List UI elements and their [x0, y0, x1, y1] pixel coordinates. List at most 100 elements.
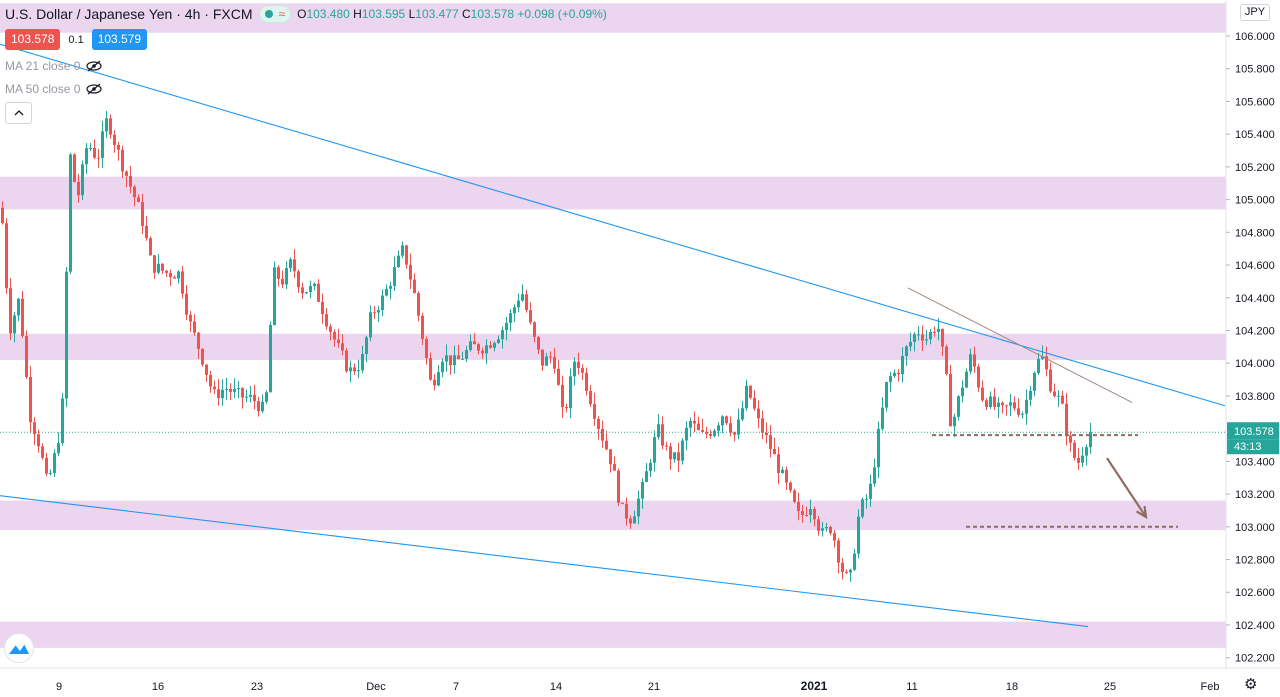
candle-body [665, 445, 668, 447]
candle [829, 525, 832, 536]
candle-body [561, 384, 564, 408]
sell-button[interactable]: 103.578 [5, 29, 61, 50]
candle-body [805, 514, 808, 516]
buy-button[interactable]: 103.579 [91, 29, 148, 50]
candle [645, 463, 648, 483]
market-open-dot-icon [264, 10, 273, 18]
hidden-eye-icon[interactable] [86, 60, 102, 72]
candle-body [653, 437, 656, 463]
candle [1053, 383, 1056, 398]
gear-icon[interactable]: ⚙ [1244, 676, 1258, 693]
candle-body [813, 509, 816, 520]
candle-body [989, 396, 992, 407]
x-tick-label: Dec [366, 681, 386, 693]
candle [869, 474, 872, 507]
candle-body [73, 154, 76, 182]
candle [253, 384, 256, 410]
candle [1017, 398, 1020, 418]
candle [801, 504, 804, 523]
candle-body [109, 118, 112, 135]
candle [817, 515, 820, 536]
candle [641, 478, 644, 509]
candle [637, 490, 640, 525]
symbol-title[interactable]: U.S. Dollar / Japanese Yen · 4h · FXCM [5, 6, 253, 22]
candle-body [397, 255, 400, 268]
candle-body [633, 516, 636, 524]
candle [65, 267, 68, 408]
candle-body [713, 430, 716, 436]
candle-body [761, 418, 764, 433]
candle [541, 349, 544, 371]
candle-body [501, 330, 504, 340]
candle-body [1049, 369, 1052, 392]
candle-body [857, 516, 860, 554]
candle-body [1089, 432, 1092, 448]
currency-badge[interactable]: JPY [1240, 4, 1270, 21]
candle-body [985, 400, 988, 407]
candle-body [529, 310, 532, 323]
candle-body [297, 271, 300, 288]
candle [397, 250, 400, 269]
indicator-ma21[interactable]: MA 21 close 0 [5, 59, 102, 73]
candle [245, 389, 248, 402]
candle [457, 344, 460, 360]
candle [853, 548, 856, 572]
candle [317, 279, 320, 303]
candle-body [29, 377, 32, 423]
candle [85, 143, 88, 174]
candle [113, 130, 116, 153]
candle [905, 344, 908, 366]
candle-body [33, 422, 36, 435]
indicator-label: MA 50 close 0 [5, 82, 81, 96]
indicator-ma50[interactable]: MA 50 close 0 [5, 82, 102, 96]
candle [485, 339, 488, 365]
candle-body [613, 464, 616, 471]
candle-body [405, 245, 408, 265]
candle-body [925, 339, 928, 341]
collapse-legend-button[interactable] [5, 102, 32, 124]
candle-body [933, 331, 936, 333]
candle [49, 469, 52, 476]
candle [577, 352, 580, 375]
candle-body [329, 326, 332, 332]
candle [1021, 411, 1024, 419]
candle [17, 297, 20, 322]
tradingview-logo-icon[interactable] [4, 633, 34, 663]
candle [201, 348, 204, 367]
candle [153, 255, 156, 279]
candle-body [533, 322, 536, 337]
candle [665, 441, 668, 451]
candle [293, 249, 296, 278]
candle-body [161, 263, 164, 271]
candle-body [885, 381, 888, 408]
candle [149, 236, 152, 256]
candle-body [461, 358, 464, 360]
hidden-eye-icon[interactable] [86, 83, 102, 95]
candle [229, 383, 232, 400]
candle-body [905, 346, 908, 357]
countdown-tag-bg [1227, 439, 1279, 455]
candle-body [1021, 413, 1024, 415]
candle-body [113, 134, 116, 145]
x-tick-label: 7 [453, 681, 459, 693]
candle [169, 269, 172, 287]
candle [781, 466, 784, 474]
candle [661, 416, 664, 450]
market-status-pill[interactable]: ≈ [258, 5, 292, 23]
candle [97, 148, 100, 168]
chart-header: U.S. Dollar / Japanese Yen · 4h · FXCM ≈… [5, 4, 607, 24]
candle [973, 346, 976, 373]
candle-body [341, 343, 344, 351]
x-tick-label: 16 [152, 681, 164, 693]
candle-body [317, 283, 320, 302]
candle-body [585, 372, 588, 392]
candle-body [977, 366, 980, 388]
candle-body [101, 131, 104, 158]
candle [1057, 390, 1060, 408]
candle-body [953, 416, 956, 427]
candle-body [429, 358, 432, 380]
candle-body [393, 267, 396, 286]
candle-body [509, 313, 512, 323]
candle-body [273, 267, 276, 325]
